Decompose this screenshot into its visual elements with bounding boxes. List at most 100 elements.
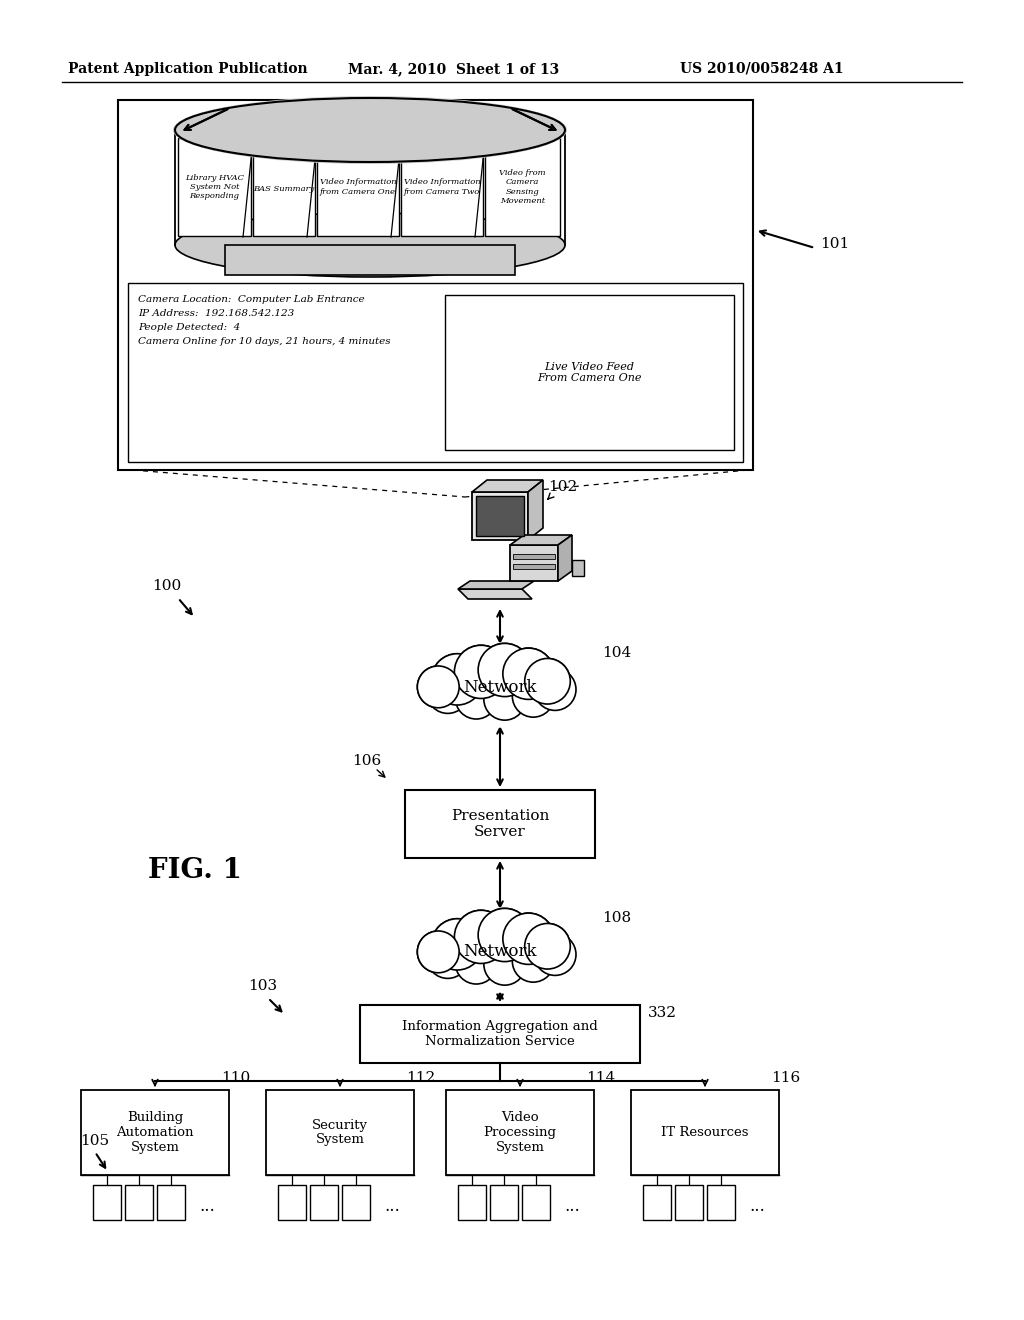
- Text: Camera Location:  Computer Lab Entrance
IP Address:  192.168.542.123
People Dete: Camera Location: Computer Lab Entrance I…: [138, 294, 390, 346]
- Polygon shape: [458, 581, 534, 589]
- FancyBboxPatch shape: [317, 139, 399, 236]
- Text: 108: 108: [602, 911, 631, 925]
- Circle shape: [535, 933, 575, 975]
- Polygon shape: [472, 480, 543, 492]
- FancyBboxPatch shape: [446, 1090, 594, 1175]
- FancyBboxPatch shape: [707, 1185, 735, 1220]
- Circle shape: [484, 944, 525, 985]
- Text: US 2010/0058248 A1: US 2010/0058248 A1: [680, 62, 844, 77]
- FancyBboxPatch shape: [513, 554, 555, 558]
- FancyBboxPatch shape: [128, 282, 743, 462]
- Circle shape: [484, 678, 525, 721]
- Polygon shape: [443, 942, 557, 954]
- Ellipse shape: [173, 96, 567, 164]
- Text: Video from
Camera
Sensing
Movement: Video from Camera Sensing Movement: [499, 169, 546, 205]
- Circle shape: [455, 645, 508, 698]
- FancyBboxPatch shape: [472, 492, 528, 540]
- Circle shape: [524, 659, 570, 704]
- Circle shape: [455, 645, 508, 698]
- FancyBboxPatch shape: [485, 139, 560, 236]
- Text: ...: ...: [750, 1199, 765, 1214]
- Circle shape: [478, 908, 531, 961]
- Circle shape: [512, 676, 554, 717]
- Text: ...: ...: [384, 1199, 400, 1214]
- Polygon shape: [510, 535, 572, 545]
- Ellipse shape: [175, 98, 565, 162]
- Polygon shape: [528, 480, 543, 540]
- FancyBboxPatch shape: [643, 1185, 671, 1220]
- Text: 114: 114: [586, 1071, 615, 1085]
- Circle shape: [427, 937, 469, 978]
- FancyBboxPatch shape: [81, 1090, 229, 1175]
- Circle shape: [478, 908, 531, 961]
- FancyBboxPatch shape: [157, 1185, 185, 1220]
- Text: 332: 332: [648, 1006, 677, 1020]
- Text: Network: Network: [463, 944, 537, 961]
- Text: Video Information
from Camera Two: Video Information from Camera Two: [403, 178, 480, 195]
- FancyBboxPatch shape: [118, 100, 753, 470]
- Circle shape: [431, 919, 483, 970]
- Text: Video Information
from Camera One: Video Information from Camera One: [319, 178, 396, 195]
- Circle shape: [431, 919, 483, 970]
- Text: 104: 104: [602, 645, 631, 660]
- FancyBboxPatch shape: [510, 545, 558, 581]
- FancyBboxPatch shape: [125, 1185, 153, 1220]
- Circle shape: [478, 643, 531, 697]
- Circle shape: [503, 648, 554, 700]
- Text: Library HVAC
System Not
Responding: Library HVAC System Not Responding: [185, 174, 244, 201]
- Text: Video
Processing
System: Video Processing System: [483, 1111, 556, 1154]
- Circle shape: [458, 643, 543, 727]
- Circle shape: [418, 667, 459, 708]
- FancyBboxPatch shape: [476, 496, 524, 536]
- Circle shape: [431, 653, 483, 705]
- Circle shape: [535, 669, 575, 710]
- Polygon shape: [443, 677, 557, 689]
- Ellipse shape: [175, 213, 565, 277]
- Polygon shape: [558, 535, 572, 581]
- Text: Mar. 4, 2010  Sheet 1 of 13: Mar. 4, 2010 Sheet 1 of 13: [348, 62, 559, 77]
- FancyBboxPatch shape: [631, 1090, 779, 1175]
- Text: ...: ...: [564, 1199, 580, 1214]
- Text: 101: 101: [820, 238, 849, 251]
- Text: FIG. 1: FIG. 1: [148, 857, 242, 883]
- Circle shape: [456, 677, 497, 719]
- Text: Network: Network: [463, 678, 537, 696]
- FancyBboxPatch shape: [93, 1185, 121, 1220]
- Circle shape: [503, 913, 554, 965]
- Text: 100: 100: [152, 579, 181, 593]
- FancyBboxPatch shape: [342, 1185, 370, 1220]
- FancyBboxPatch shape: [310, 1185, 338, 1220]
- Circle shape: [455, 911, 508, 964]
- Text: 112: 112: [406, 1071, 435, 1085]
- FancyBboxPatch shape: [513, 564, 555, 569]
- Circle shape: [503, 648, 554, 700]
- Text: Presentation
Server: Presentation Server: [451, 809, 549, 840]
- Circle shape: [478, 643, 531, 697]
- Text: 106: 106: [352, 754, 381, 768]
- Circle shape: [418, 667, 459, 708]
- FancyBboxPatch shape: [266, 1090, 414, 1175]
- FancyBboxPatch shape: [401, 139, 483, 236]
- Text: BAS Summary: BAS Summary: [253, 185, 314, 193]
- Text: 105: 105: [80, 1134, 110, 1148]
- Text: 102: 102: [548, 480, 578, 494]
- Circle shape: [524, 659, 570, 704]
- Text: Information Aggregation and
Normalization Service: Information Aggregation and Normalizatio…: [402, 1020, 598, 1048]
- Text: 110: 110: [221, 1071, 250, 1085]
- FancyBboxPatch shape: [445, 294, 734, 450]
- FancyBboxPatch shape: [675, 1185, 703, 1220]
- Text: Live Video Feed
From Camera One: Live Video Feed From Camera One: [538, 362, 642, 383]
- Circle shape: [503, 913, 554, 965]
- FancyBboxPatch shape: [458, 1185, 486, 1220]
- FancyBboxPatch shape: [178, 139, 251, 236]
- Circle shape: [512, 940, 554, 982]
- Text: 116: 116: [771, 1071, 800, 1085]
- Circle shape: [431, 653, 483, 705]
- Circle shape: [524, 924, 570, 969]
- Circle shape: [427, 672, 469, 713]
- Circle shape: [458, 907, 543, 993]
- FancyBboxPatch shape: [490, 1185, 518, 1220]
- FancyBboxPatch shape: [278, 1185, 306, 1220]
- Ellipse shape: [175, 98, 565, 162]
- Circle shape: [524, 924, 570, 969]
